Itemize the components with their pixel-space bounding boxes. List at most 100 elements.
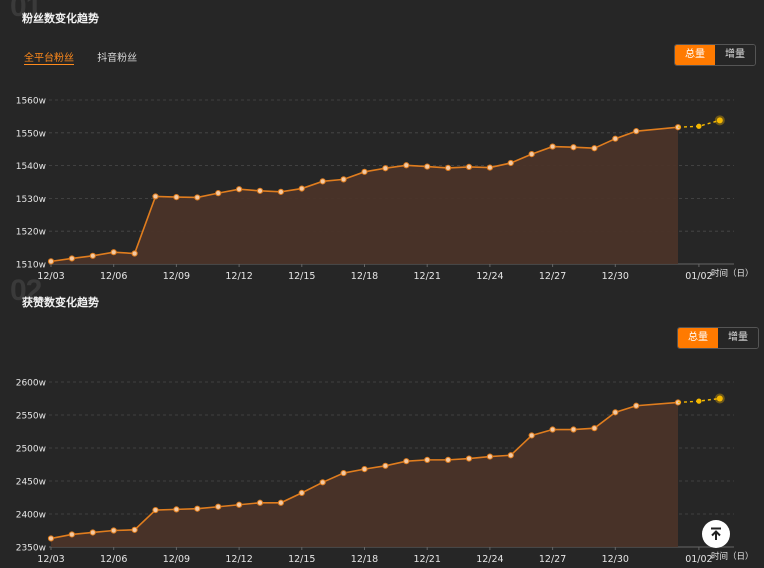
y-tick-label: 1560w: [16, 97, 46, 107]
data-point[interactable]: [340, 176, 347, 183]
data-point[interactable]: [47, 258, 55, 265]
data-point[interactable]: [236, 501, 243, 508]
data-point[interactable]: [298, 185, 305, 192]
y-tick-label: 2450w: [16, 478, 46, 488]
total-increment-toggle: 总量 增量: [677, 327, 759, 349]
data-point[interactable]: [340, 469, 347, 477]
data-point[interactable]: [152, 193, 159, 200]
forecast-point[interactable]: [696, 123, 702, 129]
series-line: [50, 401, 679, 540]
data-point[interactable]: [612, 135, 619, 142]
data-point[interactable]: [570, 426, 577, 433]
x-tick-label: 12/15: [288, 271, 315, 282]
data-point[interactable]: [507, 159, 514, 167]
data-point[interactable]: [110, 249, 117, 256]
x-tick-label: 12/27: [539, 554, 566, 565]
increment-button[interactable]: 增量: [718, 328, 758, 348]
x-tick-label: 01/02: [685, 554, 712, 565]
data-point[interactable]: [131, 250, 138, 257]
data-point[interactable]: [236, 186, 243, 193]
x-tick-label: 12/12: [225, 271, 252, 282]
data-point[interactable]: [591, 145, 598, 152]
x-tick-label: 12/24: [476, 554, 503, 565]
data-point[interactable]: [68, 255, 76, 262]
data-point[interactable]: [403, 162, 410, 169]
data-point[interactable]: [424, 456, 431, 463]
data-point[interactable]: [465, 163, 473, 171]
data-point[interactable]: [215, 503, 222, 510]
data-point[interactable]: [382, 165, 389, 172]
forecast-point[interactable]: [696, 398, 702, 404]
increment-button[interactable]: 增量: [715, 45, 755, 65]
data-point[interactable]: [528, 151, 535, 158]
data-point[interactable]: [549, 143, 556, 150]
x-tick-label: 12/06: [100, 271, 127, 282]
tab-all-platforms[interactable]: 全平台粉丝: [24, 53, 74, 64]
y-tick-label: 2550w: [16, 412, 46, 422]
total-button[interactable]: 总量: [675, 45, 715, 65]
data-point[interactable]: [445, 164, 452, 171]
data-point[interactable]: [319, 178, 326, 185]
data-point[interactable]: [382, 462, 389, 469]
tab-douyin[interactable]: 抖音粉丝: [97, 53, 138, 64]
data-point[interactable]: [194, 505, 201, 512]
data-point[interactable]: [277, 499, 284, 506]
data-point[interactable]: [361, 168, 368, 175]
y-tick-label: 2600w: [16, 379, 46, 389]
arrow-up-to-line-icon: [711, 527, 721, 540]
data-point[interactable]: [47, 535, 55, 542]
section-number: 01: [10, 0, 42, 23]
x-tick-label: 12/15: [288, 554, 315, 565]
section-title: 粉丝数变化趋势: [22, 12, 99, 25]
data-point[interactable]: [173, 506, 180, 513]
section-title: 获赞数变化趋势: [22, 296, 99, 309]
data-point[interactable]: [424, 163, 431, 170]
y-tick-label: 1530w: [16, 195, 46, 205]
data-point[interactable]: [215, 190, 222, 197]
data-point[interactable]: [173, 193, 180, 201]
data-point[interactable]: [403, 458, 410, 465]
data-point[interactable]: [89, 252, 96, 259]
data-point[interactable]: [465, 455, 473, 462]
data-point[interactable]: [68, 531, 76, 538]
x-tick-label: 12/06: [100, 554, 127, 565]
data-point[interactable]: [507, 452, 514, 459]
fans-section: 01 粉丝数变化趋势 全平台粉丝 抖音粉丝 总量 增量 1510w 1520w 15…: [10, 0, 756, 283]
data-point[interactable]: [277, 188, 284, 195]
data-point[interactable]: [152, 506, 159, 514]
data-point[interactable]: [570, 144, 577, 151]
data-point[interactable]: [319, 479, 326, 486]
data-point[interactable]: [361, 466, 368, 473]
x-tick-label: 12/21: [414, 271, 441, 282]
likes-trend-chart: 2350w 2400w 2450w 2500w 2550w 2600w 12/03 12/06…: [16, 379, 754, 566]
data-point[interactable]: [131, 526, 138, 533]
x-tick-label: 12/24: [476, 271, 503, 282]
data-point[interactable]: [633, 128, 640, 135]
forecast-point[interactable]: [716, 117, 723, 124]
data-point[interactable]: [256, 499, 264, 506]
series-line: [50, 126, 679, 263]
data-point[interactable]: [110, 527, 117, 534]
data-point[interactable]: [549, 426, 556, 433]
data-point[interactable]: [298, 489, 305, 496]
y-tick-label: 1550w: [16, 129, 46, 139]
data-point[interactable]: [486, 164, 493, 171]
back-to-top-button[interactable]: [702, 520, 730, 548]
total-button[interactable]: 总量: [678, 328, 718, 348]
data-point[interactable]: [89, 529, 96, 536]
x-tick-label: 12/03: [37, 271, 64, 282]
data-point[interactable]: [486, 453, 493, 460]
x-tick-label: 12/30: [602, 271, 629, 282]
data-point[interactable]: [612, 409, 619, 416]
series-area: [51, 402, 678, 547]
data-point[interactable]: [445, 456, 452, 463]
data-point[interactable]: [591, 425, 598, 432]
data-point[interactable]: [633, 402, 640, 409]
x-tick-label: 01/02: [685, 271, 712, 282]
fans-trend-chart: 1510w 1520w 1530w 1540w 1550w 1560w 12/03 12/06…: [16, 97, 754, 283]
x-tick-label: 12/03: [37, 554, 64, 565]
data-point[interactable]: [194, 194, 201, 201]
data-point[interactable]: [528, 432, 535, 439]
forecast-point[interactable]: [716, 395, 723, 402]
data-point[interactable]: [256, 187, 264, 194]
